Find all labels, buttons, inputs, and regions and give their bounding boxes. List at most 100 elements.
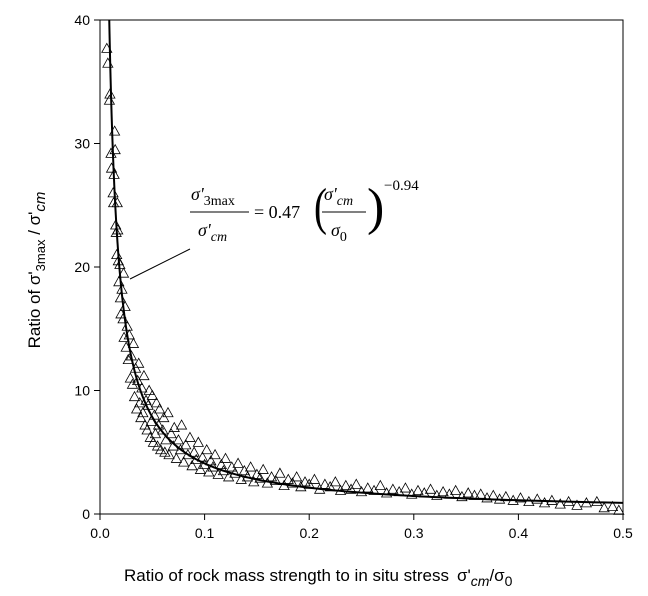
y-tick-label: 0 bbox=[82, 506, 90, 522]
data-point bbox=[192, 436, 205, 447]
data-point bbox=[606, 500, 619, 511]
plot-frame bbox=[99, 19, 624, 515]
data-point bbox=[248, 476, 260, 487]
data-point bbox=[158, 411, 170, 423]
x-axis-title: Ratio of rock mass strength to in situ s… bbox=[124, 566, 513, 589]
eq-numerator: σ'3max bbox=[191, 184, 235, 209]
x-tick-label: 0.1 bbox=[195, 525, 215, 541]
eq-left-paren: ( bbox=[314, 178, 327, 236]
data-point bbox=[184, 431, 196, 442]
data-point bbox=[598, 502, 610, 513]
data-point bbox=[571, 499, 583, 510]
data-point bbox=[150, 397, 163, 408]
data-point bbox=[380, 487, 393, 498]
data-point bbox=[127, 337, 140, 348]
data-point bbox=[215, 458, 228, 470]
data-point bbox=[163, 448, 175, 460]
data-point bbox=[431, 489, 443, 500]
data-point bbox=[238, 464, 251, 476]
x-tick-label: 0.4 bbox=[509, 525, 529, 541]
data-point bbox=[117, 267, 130, 278]
data-point bbox=[412, 484, 424, 495]
data-point bbox=[345, 483, 357, 494]
data-point bbox=[209, 448, 221, 460]
plot-border bbox=[99, 19, 624, 515]
eq-exponent: −0.94 bbox=[384, 178, 419, 194]
data-point bbox=[104, 88, 116, 99]
data-point bbox=[119, 300, 131, 311]
data-point bbox=[219, 452, 232, 463]
eq-paren-numerator: σ'cm bbox=[324, 184, 353, 209]
data-point bbox=[406, 488, 418, 499]
data-point bbox=[340, 479, 352, 490]
data-point bbox=[133, 357, 145, 368]
data-point bbox=[162, 406, 174, 418]
data-point bbox=[128, 390, 141, 402]
data-point bbox=[111, 196, 123, 208]
fit-equation: σ'3max σ'cm = 0.47 ( σ'cm σ0 ) −0.94 bbox=[190, 178, 419, 245]
data-point bbox=[222, 471, 235, 482]
equation-leader-line bbox=[129, 248, 191, 280]
data-point bbox=[165, 427, 177, 439]
data-point bbox=[244, 461, 257, 472]
data-point bbox=[178, 456, 190, 467]
data-point bbox=[226, 461, 238, 472]
data-point bbox=[124, 372, 137, 383]
data-point bbox=[254, 472, 266, 483]
data-point bbox=[172, 434, 185, 445]
data-point bbox=[170, 452, 183, 463]
data-point bbox=[102, 57, 114, 68]
data-point bbox=[117, 313, 129, 324]
data-point bbox=[274, 467, 286, 478]
data-point bbox=[186, 460, 198, 471]
y-axis-ticks: 0 10 20 30 40 bbox=[74, 12, 100, 522]
data-point bbox=[232, 457, 244, 468]
data-point bbox=[180, 439, 192, 450]
data-point bbox=[319, 478, 331, 489]
data-point bbox=[107, 187, 119, 198]
data-point bbox=[613, 504, 625, 515]
data-point bbox=[135, 411, 147, 423]
data-point bbox=[114, 292, 127, 303]
eq-coefficient: = 0.47 bbox=[254, 202, 300, 222]
data-point bbox=[399, 482, 412, 493]
y-tick-label: 10 bbox=[74, 383, 90, 399]
data-point bbox=[308, 473, 321, 484]
x-tick-label: 0.0 bbox=[90, 525, 110, 541]
data-point bbox=[374, 479, 387, 490]
data-point bbox=[144, 431, 156, 442]
data-point bbox=[424, 483, 437, 494]
data-point bbox=[475, 488, 487, 499]
eq-right-paren: ) bbox=[367, 179, 384, 236]
data-point bbox=[122, 353, 134, 365]
y-axis-title: Ratio of σ'3max / σ'cm bbox=[25, 192, 49, 349]
data-point bbox=[329, 476, 342, 487]
data-point bbox=[107, 196, 120, 208]
data-point bbox=[387, 483, 399, 494]
data-point bbox=[188, 446, 200, 457]
data-point bbox=[175, 419, 188, 430]
data-point bbox=[205, 455, 217, 466]
y-tick-label: 30 bbox=[74, 136, 90, 152]
data-point bbox=[154, 443, 167, 455]
data-point bbox=[554, 498, 566, 509]
data-point bbox=[212, 468, 224, 479]
x-tick-label: 0.3 bbox=[404, 525, 424, 541]
fit-curve bbox=[108, 19, 624, 504]
x-tick-label: 0.2 bbox=[299, 525, 319, 541]
data-point bbox=[257, 463, 269, 474]
data-point bbox=[147, 436, 160, 447]
data-point bbox=[196, 451, 209, 462]
data-point bbox=[437, 485, 449, 497]
data-point bbox=[531, 493, 543, 504]
y-tick-label: 20 bbox=[74, 259, 90, 275]
eq-denominator: σ'cm bbox=[198, 220, 227, 245]
data-point bbox=[201, 443, 213, 455]
data-point bbox=[591, 495, 603, 507]
y-tick-label: 40 bbox=[74, 12, 90, 28]
data-point bbox=[299, 476, 311, 487]
data-point bbox=[146, 389, 158, 400]
data-point bbox=[194, 463, 207, 474]
data-point bbox=[514, 492, 527, 503]
